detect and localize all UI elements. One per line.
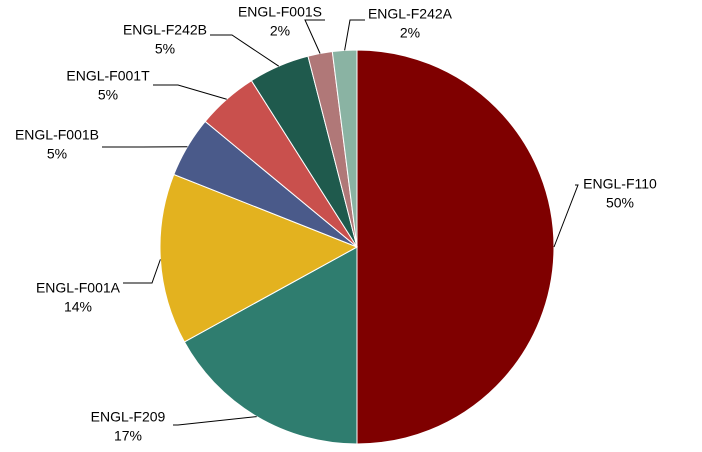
leader-line [173, 416, 257, 426]
slice-value-label: 2% [400, 25, 420, 41]
leader-line [304, 19, 325, 54]
slice-value-label: 5% [98, 87, 118, 103]
slice-label: ENGL-F001S [238, 4, 322, 20]
pie-slice [183, 246, 358, 445]
slice-label: ENGL-F110 [583, 176, 657, 192]
slice-value-label: 50% [606, 195, 634, 211]
pie-slice [331, 49, 358, 248]
slice-value-label: 2% [270, 23, 290, 39]
leader-line [553, 184, 579, 248]
slice-label: ENGL-F242A [368, 6, 453, 22]
leader-line [210, 34, 280, 67]
slice-value-label: 14% [64, 299, 92, 315]
leader-line [123, 259, 161, 284]
leader-line [153, 84, 227, 100]
slice-value-label: 5% [47, 146, 67, 162]
leader-line [344, 19, 365, 51]
slice-label: ENGL-F001T [66, 68, 150, 84]
slice-label: ENGL-F001A [36, 280, 121, 296]
slice-label: ENGL-F242B [123, 22, 207, 38]
slice-label: ENGL-F001B [15, 127, 99, 143]
pie-slice [356, 49, 555, 445]
pie-slice [159, 173, 359, 343]
slice-value-label: 17% [114, 428, 142, 444]
slice-value-label: 5% [155, 41, 175, 57]
slice-label: ENGL-F209 [91, 409, 166, 425]
